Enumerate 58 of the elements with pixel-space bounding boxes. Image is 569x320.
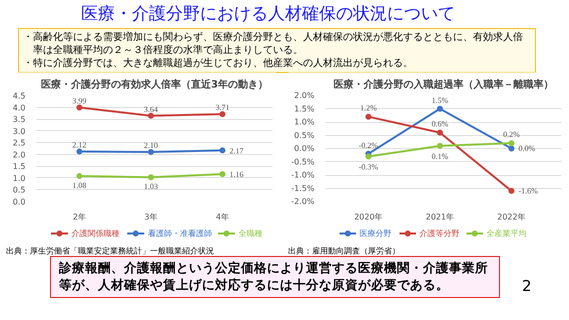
legend-label: 介護等分野	[420, 229, 460, 238]
y-tick-label: -1.0%	[291, 170, 315, 180]
data-label: 1.2%	[360, 104, 378, 113]
x-tick-label: 4年	[216, 212, 229, 222]
data-label: 3.64	[144, 104, 158, 114]
y-tick-label: 3.0	[12, 126, 26, 136]
text: ・特に介護分野では、大きな離職超過が生じており、他産業への人材流出が見られる。	[23, 57, 414, 70]
y-tick-label: 0.5%	[294, 130, 315, 140]
y-tick-label: -0.5%	[291, 157, 315, 166]
legend-label: 看護師・准看護師	[148, 229, 212, 238]
legend-label: 全産業平均	[486, 229, 526, 238]
data-label: 0.0%	[518, 144, 536, 153]
y-tick-label: 1.0%	[294, 118, 315, 126]
y-tick-label: 0.5	[12, 186, 26, 195]
text: 医療・介護分野における人材確保の状況について	[80, 3, 456, 26]
x-tick-label: 2021年	[426, 212, 454, 222]
data-label: 1.5%	[432, 96, 449, 105]
y-tick-label: 0.0%	[294, 144, 315, 153]
y-tick-label: 0.0	[12, 198, 26, 206]
data-label: -0.3%	[358, 162, 378, 172]
y-tick-label: 4.0	[12, 103, 26, 112]
legend-label: 医療分野	[360, 229, 392, 238]
y-tick-label: 2.5	[12, 138, 26, 148]
data-label: 1.03	[144, 182, 158, 192]
x-tick-label: 2年	[72, 212, 86, 222]
data-label: 3.71	[215, 103, 230, 112]
text: 診療報酬、介護報酬という公定価格により運営する医療機関・介護事業所等が、人材確保や賃上げに対応するには十分な原資が必要である。	[50, 256, 500, 298]
source-note: 出典：雇用動向調査（厚労省）	[288, 246, 400, 258]
chart-title: 医療・介護分野の入職超過率（入職率－離職率）	[334, 78, 554, 90]
y-tick-label: 1.5%	[294, 104, 315, 114]
data-label: 2.12	[72, 140, 86, 150]
x-tick-label: 3年	[144, 212, 158, 222]
x-tick-label: 2022年	[497, 212, 526, 222]
data-label: 1.16	[229, 170, 244, 180]
source-note: 出典：厚生労働省「職業安定業務統計」一般職業紹介状況	[6, 246, 214, 258]
data-label: 0.2%	[503, 130, 520, 140]
data-label: 3.99	[72, 96, 86, 106]
legend-label: 全職種	[238, 229, 263, 238]
y-tick-label: 3.5	[12, 115, 26, 124]
data-label: -0.2%	[358, 140, 378, 150]
y-tick-label: -2.0%	[291, 197, 315, 206]
data-label: 1.08	[72, 181, 86, 190]
data-label: 0.1%	[432, 152, 449, 161]
text: ・高齢化等による需要増加にも関わらず、医療介護分野とも、人材確保の状況が悪化するとともに、有効求人倍率は全職種平均の２～３倍程度の水準で高止まりしている。	[23, 31, 524, 58]
y-tick-label: 2.0	[12, 150, 26, 160]
y-tick-label: 2.0%	[294, 91, 315, 100]
y-tick-label: -1.5%	[291, 184, 315, 193]
y-tick-label: 4.5	[12, 92, 26, 100]
y-tick-label: 1.0	[12, 174, 26, 183]
chart-title: 医療・介護分野の有効求人倍率（直近3年の動き）	[41, 78, 268, 90]
text: 2	[522, 276, 532, 298]
x-tick-label: 2020年	[354, 212, 383, 222]
data-label: 2.17	[229, 146, 244, 156]
data-label: 0.6%	[432, 120, 449, 129]
data-label: 2.10	[144, 141, 158, 150]
data-label: -1.6%	[518, 186, 538, 196]
y-tick-label: 1.5	[12, 162, 26, 172]
legend-label: 介護関係職種	[72, 229, 120, 238]
